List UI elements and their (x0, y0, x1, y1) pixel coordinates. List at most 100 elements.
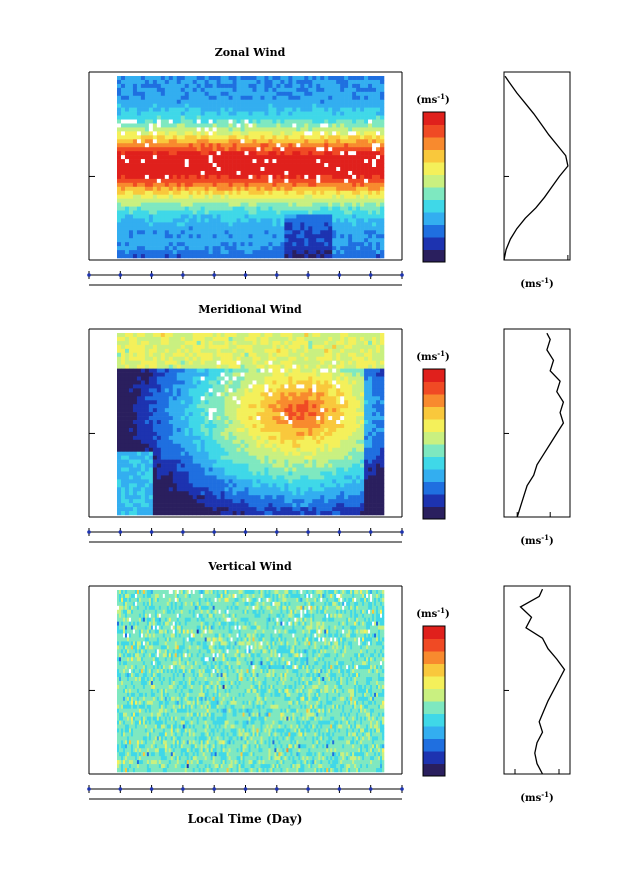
heatmap-cell (380, 131, 385, 136)
heatmap-cell (260, 178, 265, 184)
heatmap-cell (168, 431, 174, 437)
heatmap-cell (272, 392, 277, 397)
heatmap-cell (276, 107, 281, 112)
heatmap-cell (236, 404, 241, 409)
heatmap-cell (184, 147, 190, 152)
heatmap-cell (164, 95, 170, 101)
heatmap-cell (240, 400, 245, 405)
heatmap-cell (380, 159, 385, 164)
heatmap-cell (348, 352, 353, 358)
heatmap-cell (248, 214, 253, 219)
heatmap-cell (144, 135, 150, 140)
heatmap-cell (252, 435, 257, 441)
heatmap-cell (256, 174, 261, 180)
heatmap-cell (352, 218, 357, 223)
heatmap-cell (124, 103, 130, 108)
heatmap-cell (160, 206, 166, 211)
heatmap-cell (216, 376, 221, 381)
heatmap-cell (292, 135, 297, 140)
heatmap-cell (156, 420, 162, 425)
heatmap-cell (180, 159, 186, 164)
heatmap-cell (280, 222, 285, 227)
heatmap-cell (236, 238, 241, 243)
heatmap-cell (248, 155, 253, 160)
heatmap-cell (216, 210, 221, 215)
heatmap-cell (188, 218, 194, 223)
heatmap-cell (168, 242, 174, 247)
heatmap-cell (124, 202, 130, 207)
heatmap-cell (200, 356, 205, 361)
heatmap-cell (132, 178, 138, 184)
heatmap-cell (216, 404, 221, 409)
heatmap-cell (240, 416, 245, 421)
heatmap-cell (312, 416, 317, 421)
heatmap-cell (164, 416, 170, 421)
heatmap-cell (204, 186, 209, 192)
heatmap-cell (256, 230, 261, 235)
heatmap-cell (364, 95, 369, 101)
heatmap-cell (284, 151, 289, 156)
heatmap-cell (260, 182, 265, 188)
heatmap-cell (216, 115, 221, 120)
heatmap-cell (328, 392, 333, 397)
heatmap-cell (236, 167, 241, 172)
heatmap-cell (168, 344, 174, 350)
heatmap-cell (272, 210, 277, 215)
heatmap-cell (380, 83, 385, 89)
heatmap-cell (276, 202, 281, 207)
heatmap-cell (276, 348, 281, 354)
heatmap-cell (352, 76, 357, 81)
heatmap-cell (328, 376, 333, 381)
heatmap-cell (180, 182, 186, 188)
heatmap-cell (344, 400, 349, 405)
heatmap-cell (140, 190, 146, 195)
heatmap-cell (264, 416, 269, 421)
heatmap-cell (117, 111, 122, 116)
heatmap-cell (200, 99, 205, 104)
heatmap-cell (200, 139, 205, 144)
heatmap-cell (204, 384, 209, 389)
heatmap-cell (284, 91, 289, 97)
heatmap-cell (212, 115, 217, 120)
heatmap-cell (168, 111, 174, 116)
heatmap-cell (332, 194, 337, 199)
heatmap-cell (344, 131, 349, 136)
heatmap-cell (284, 340, 289, 346)
heatmap-cell (308, 107, 313, 112)
heatmap-cell (172, 103, 178, 108)
heatmap-cell (312, 420, 317, 425)
heatmap-cell (168, 159, 174, 164)
heatmap-cell (260, 87, 265, 93)
heatmap-cell (272, 190, 277, 195)
heatmap-cell (352, 87, 357, 93)
heatmap-cell (248, 396, 253, 401)
heatmap-cell (308, 230, 313, 235)
heatmap-cell (192, 372, 198, 377)
heatmap-cell (356, 404, 361, 409)
heatmap-cell (296, 147, 301, 152)
heatmap-cell (364, 202, 369, 207)
heatmap-cell (376, 234, 381, 239)
heatmap-cell (160, 254, 166, 259)
heatmap-cell (180, 131, 186, 136)
heatmap-cell (228, 364, 233, 369)
heatmap-cell (328, 186, 333, 192)
heatmap-cell (208, 352, 213, 358)
heatmap-cell (364, 333, 369, 338)
heatmap-cell (320, 76, 325, 81)
heatmap-cell (200, 170, 205, 176)
heatmap-cell (352, 234, 357, 239)
heatmap-cell (332, 167, 337, 172)
heatmap-cell (180, 111, 186, 116)
heatmap-cell (232, 396, 237, 401)
heatmap-cell (320, 380, 325, 385)
heatmap-cell (292, 352, 297, 358)
heatmap-cell (236, 372, 241, 377)
heatmap-cell (140, 384, 146, 389)
heatmap-cell (136, 206, 142, 211)
heatmap-cell (316, 174, 321, 180)
heatmap-cell (120, 194, 126, 199)
heatmap-cell (380, 368, 385, 373)
heatmap-cell (196, 206, 201, 211)
heatmap-cell (284, 400, 289, 405)
